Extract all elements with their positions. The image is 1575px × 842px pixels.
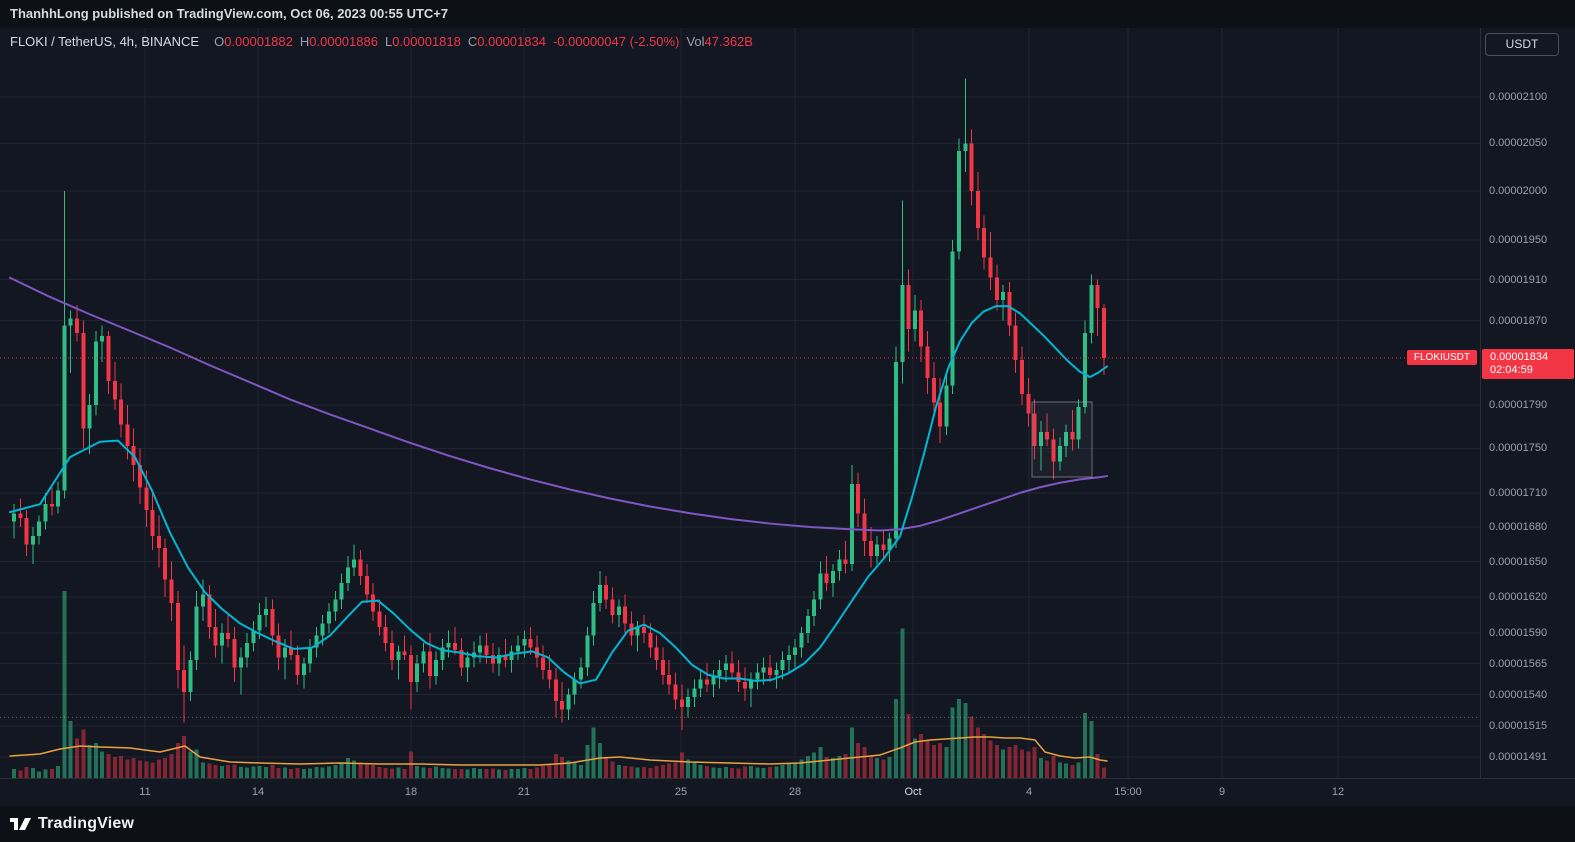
time-axis-label: 11 <box>139 786 151 798</box>
tradingview-logo-icon[interactable] <box>10 816 31 832</box>
price-axis-label: 0.00002100 <box>1489 91 1548 103</box>
change-value: -0.00000047 (-2.50%) <box>552 34 680 49</box>
low-value: 0.00001818 <box>392 34 461 49</box>
price-axis-label: 0.00001515 <box>1489 720 1548 733</box>
price-axis-label: 0.00001565 <box>1489 657 1548 670</box>
last-price-value: 0.00001834 <box>1490 350 1549 363</box>
price-axis-label: 0.00001620 <box>1489 591 1548 604</box>
time-axis-label: Oct <box>904 786 922 798</box>
time-axis-label: 28 <box>788 786 802 798</box>
last-price-label: 0.00001834 02:04:59 <box>1482 348 1574 379</box>
tradingview-wordmark[interactable]: TradingView <box>38 815 135 832</box>
symbol-title[interactable]: FLOKI / TetherUS, 4h, BINANCE <box>10 34 200 49</box>
time-axis-label: 15:00 <box>1114 786 1142 798</box>
currency-toggle-button[interactable]: USDT <box>1485 33 1559 56</box>
bar-countdown: 02:04:59 <box>1490 363 1533 376</box>
time-axis-label: 18 <box>404 786 418 798</box>
price-axis-label: 0.00001790 <box>1489 398 1548 411</box>
price-axis-label: 0.00001540 <box>1489 688 1548 701</box>
time-axis[interactable]: 11 14 18 21 25 28 Oct 4 15:00 9 12 <box>0 778 1575 806</box>
grid-lines <box>0 28 1480 778</box>
close-value: 0.00001834 <box>477 34 546 49</box>
volume-label: Vol <box>686 34 705 49</box>
price-axis-label: 0.00001590 <box>1489 627 1548 640</box>
time-axis-label: 14 <box>251 786 265 798</box>
high-value: 0.00001886 <box>309 34 378 49</box>
chart-area[interactable]: FLOKI / TetherUS, 4h, BINANCE O0.00001882… <box>0 28 1480 778</box>
price-axis-label: 0.00001680 <box>1489 520 1548 533</box>
volume-value: 47.362B <box>704 34 753 49</box>
time-axis-label: 21 <box>517 786 531 798</box>
publish-text: ThanhhLong published on TradingView.com,… <box>10 6 449 21</box>
volume-bars <box>12 591 1106 778</box>
drawings[interactable] <box>1031 401 1093 478</box>
price-axis-label: 0.00001870 <box>1489 314 1548 327</box>
ma-overlays <box>9 276 1108 766</box>
open-value: 0.00001882 <box>224 34 293 49</box>
time-axis-label: 9 <box>1218 786 1226 798</box>
price-lines <box>0 357 1480 718</box>
close-label: C <box>467 34 478 49</box>
price-axis-label: 0.00002050 <box>1489 137 1548 150</box>
price-axis-label: 0.00002000 <box>1489 185 1548 198</box>
price-axis-label: 0.00001491 <box>1489 750 1548 763</box>
time-axis-label: 12 <box>1331 786 1345 798</box>
high-label: H <box>299 34 310 49</box>
candlestick-chart[interactable] <box>0 28 1480 778</box>
price-axis-label: 0.00001710 <box>1489 486 1548 499</box>
price-axis-label: 0.00001950 <box>1489 233 1548 246</box>
price-axis[interactable]: USDT 0.00002100 0.00002050 0.00002000 0.000… <box>1480 28 1575 778</box>
time-axis-label: 4 <box>1025 786 1033 798</box>
publish-bar: ThanhhLong published on TradingView.com,… <box>0 0 1575 28</box>
open-label: O <box>214 34 225 49</box>
price-axis-label: 0.00001750 <box>1489 442 1548 455</box>
footer-bar: TradingView <box>0 806 1575 842</box>
candles <box>12 78 1106 731</box>
time-axis-label: 25 <box>674 786 688 798</box>
price-axis-label: 0.00001910 <box>1489 273 1548 286</box>
low-label: L <box>384 34 393 49</box>
symbol-legend: FLOKI / TetherUS, 4h, BINANCE O0.00001882… <box>10 34 753 49</box>
last-price-symbol-tag: FLOKIUSDT <box>1406 349 1477 365</box>
price-axis-label: 0.00001650 <box>1489 555 1548 568</box>
